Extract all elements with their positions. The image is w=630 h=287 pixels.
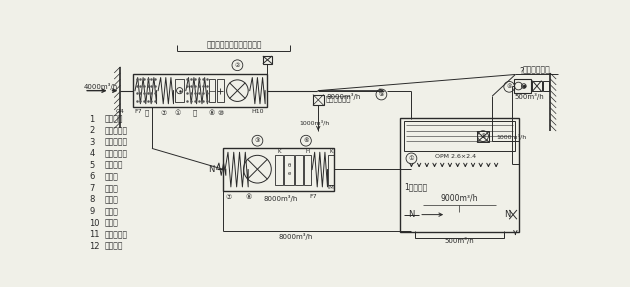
Text: ⑧: ⑧ <box>246 194 252 200</box>
Bar <box>295 155 303 185</box>
Text: 6: 6 <box>89 172 95 181</box>
Text: ⑥: ⑥ <box>303 138 309 143</box>
Text: ⑧: ⑧ <box>209 110 215 116</box>
Text: 1号手术区: 1号手术区 <box>404 183 427 191</box>
Text: ⑫: ⑫ <box>192 110 197 116</box>
Text: 换其它手术区: 换其它手术区 <box>523 65 551 74</box>
Bar <box>304 155 311 185</box>
Text: 新风切换阀门: 新风切换阀门 <box>325 95 351 102</box>
Bar <box>209 79 215 102</box>
Text: 直接蒸发器: 直接蒸发器 <box>105 230 128 239</box>
Text: 加热器: 加热器 <box>105 195 119 205</box>
Text: 12: 12 <box>89 242 100 251</box>
Text: 止回阀: 止回阀 <box>105 207 119 216</box>
Bar <box>313 94 324 105</box>
Text: 10: 10 <box>89 219 100 228</box>
Bar <box>532 81 542 92</box>
Text: ?: ? <box>519 67 524 76</box>
Text: 1000m³/h: 1000m³/h <box>496 134 527 139</box>
Text: N: N <box>208 165 214 174</box>
Text: 送风天花: 送风天花 <box>105 115 123 124</box>
Text: F7: F7 <box>310 194 318 199</box>
Text: 排风过滤笱: 排风过滤笱 <box>105 149 128 158</box>
Text: N: N <box>505 210 511 219</box>
Text: 表冷器: 表冷器 <box>105 184 119 193</box>
Text: 8: 8 <box>89 195 95 205</box>
Bar <box>477 131 489 142</box>
Text: 1: 1 <box>89 115 94 124</box>
Text: 7: 7 <box>89 184 95 193</box>
Bar <box>400 118 519 232</box>
Text: e: e <box>287 170 290 176</box>
Text: 2: 2 <box>89 126 94 135</box>
Text: 1000m³/h: 1000m³/h <box>300 120 330 126</box>
Text: N: N <box>408 210 415 219</box>
Text: ④: ④ <box>507 84 512 89</box>
Bar <box>284 155 294 185</box>
Text: 11: 11 <box>89 230 100 239</box>
Text: ①: ① <box>409 156 415 161</box>
Text: 5: 5 <box>89 161 94 170</box>
Text: K: K <box>329 149 333 154</box>
Text: OPM 2.6×2.4: OPM 2.6×2.4 <box>435 154 476 159</box>
Text: K: K <box>277 149 281 154</box>
Bar <box>543 81 549 92</box>
Bar <box>514 79 530 93</box>
Text: 3: 3 <box>89 138 95 147</box>
Bar <box>275 155 283 185</box>
Text: 循环空调笱: 循环空调笱 <box>105 138 128 147</box>
Bar <box>175 79 184 102</box>
Text: θ: θ <box>287 163 290 168</box>
Text: ⑩: ⑩ <box>217 110 224 116</box>
Text: ⑫: ⑫ <box>144 110 149 116</box>
Text: ⑦: ⑦ <box>225 194 231 200</box>
Text: ⑤: ⑤ <box>480 133 486 139</box>
Text: 9000m³/h: 9000m³/h <box>440 194 478 203</box>
Bar <box>328 155 335 185</box>
Bar <box>217 79 224 102</box>
Bar <box>263 56 272 64</box>
Bar <box>133 75 267 107</box>
Text: ③: ③ <box>255 138 260 143</box>
Text: 8000m³/h: 8000m³/h <box>327 92 361 100</box>
Text: ⑨: ⑨ <box>379 92 384 97</box>
Text: 8000m³/h: 8000m³/h <box>278 233 313 240</box>
Text: ②: ② <box>234 63 240 68</box>
Text: tM: tM <box>328 185 335 190</box>
Text: 500m³/h: 500m³/h <box>444 237 474 244</box>
Text: G4: G4 <box>116 109 125 114</box>
Text: F7: F7 <box>134 109 142 114</box>
Text: H10: H10 <box>251 109 264 114</box>
Text: ①: ① <box>175 110 181 116</box>
Text: 三维热管: 三维热管 <box>105 242 123 251</box>
Bar <box>404 121 515 151</box>
Text: ⑦: ⑦ <box>161 110 166 116</box>
Text: 500m³/h: 500m³/h <box>514 92 544 100</box>
Text: 9: 9 <box>89 207 94 216</box>
Text: 新送空调笱: 新送空调笱 <box>105 126 128 135</box>
Text: 返风竖阀: 返风竖阀 <box>105 161 123 170</box>
Text: 4: 4 <box>89 149 94 158</box>
Text: 调节阀: 调节阀 <box>105 172 119 181</box>
Text: 加湿器: 加湿器 <box>105 219 119 228</box>
Text: 8000m³/h: 8000m³/h <box>263 195 298 202</box>
Bar <box>223 148 335 191</box>
Text: 电动二位阀，与新风机连锁: 电动二位阀，与新风机连锁 <box>207 40 262 50</box>
Text: H: H <box>306 149 309 154</box>
Text: 4000m³/h: 4000m³/h <box>84 83 118 90</box>
